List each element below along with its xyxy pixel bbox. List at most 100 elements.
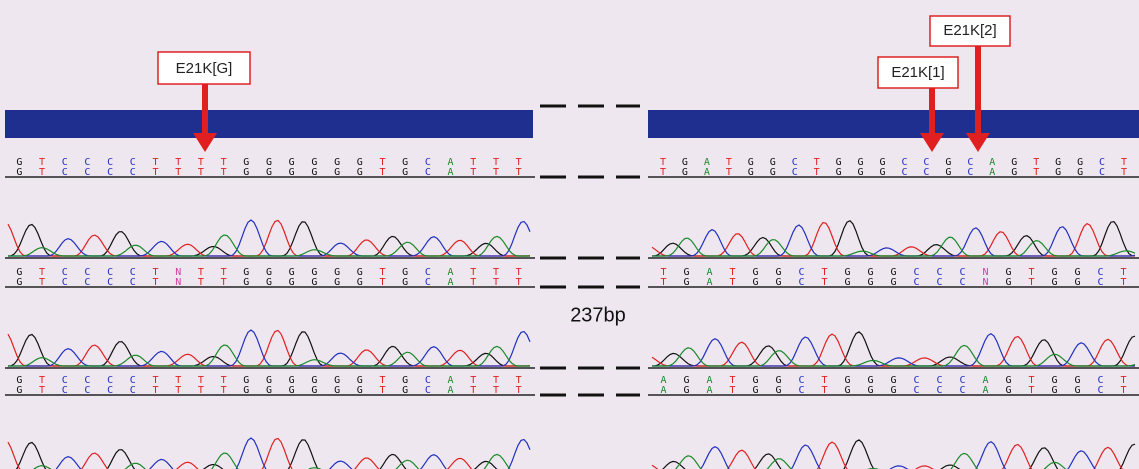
base-call-echo: G xyxy=(243,277,249,288)
base-call-echo: T xyxy=(1033,167,1039,178)
base-call-echo: G xyxy=(334,277,340,288)
base-call-echo: T xyxy=(516,277,522,288)
arrow-head xyxy=(193,133,217,152)
base-call-echo: G xyxy=(1074,277,1080,288)
base-call-echo: T xyxy=(516,385,522,396)
chromatogram-trace xyxy=(652,332,1135,366)
base-call-echo: C xyxy=(107,385,113,396)
base-call-echo: T xyxy=(493,385,499,396)
base-call-echo: T xyxy=(516,167,522,178)
base-call-echo: T xyxy=(175,167,181,178)
base-call-echo: G xyxy=(1074,385,1080,396)
base-call-echo: C xyxy=(425,385,431,396)
base-call-echo: T xyxy=(1120,385,1126,396)
base-call-echo: T xyxy=(1028,385,1034,396)
base-call-echo: C xyxy=(792,167,798,178)
base-call-echo: G xyxy=(289,277,295,288)
base-call-echo: C xyxy=(84,385,90,396)
base-call-echo: G xyxy=(752,277,758,288)
base-call-echo: C xyxy=(107,277,113,288)
base-call-echo: G xyxy=(357,277,363,288)
base-call-echo: G xyxy=(770,167,776,178)
base-call-echo: G xyxy=(16,167,22,178)
chromatogram-trace xyxy=(652,345,1135,366)
base-call-echo: G xyxy=(1005,277,1011,288)
base-call-echo: C xyxy=(62,167,68,178)
base-call-echo: G xyxy=(266,385,272,396)
base-call-echo: G xyxy=(1051,277,1057,288)
base-call-echo: T xyxy=(198,277,204,288)
base-call-echo: G xyxy=(1011,167,1017,178)
base-call-echo: G xyxy=(311,385,317,396)
chromatogram-trace xyxy=(652,237,1135,256)
base-call-echo: G xyxy=(289,385,295,396)
base-call-echo: A xyxy=(448,167,454,178)
base-call-echo: C xyxy=(936,385,942,396)
base-call-echo: G xyxy=(334,385,340,396)
base-call-echo: G xyxy=(836,167,842,178)
base-call-echo: G xyxy=(266,277,272,288)
base-call-echo: G xyxy=(858,167,864,178)
base-call-echo: T xyxy=(1028,277,1034,288)
base-call-echo: C xyxy=(130,167,136,178)
base-call-echo: G xyxy=(945,167,951,178)
variant-label: E21K[1] xyxy=(891,64,944,81)
base-call-echo: G xyxy=(16,385,22,396)
base-call-echo: T xyxy=(221,385,227,396)
base-call-echo: T xyxy=(175,385,181,396)
base-call-echo: T xyxy=(726,167,732,178)
base-call-echo: A xyxy=(706,277,712,288)
base-call-echo: T xyxy=(470,167,476,178)
base-call-echo: C xyxy=(62,385,68,396)
base-call-echo: G xyxy=(334,167,340,178)
base-call-echo: C xyxy=(84,167,90,178)
base-call-echo: T xyxy=(39,167,45,178)
base-call-echo: G xyxy=(243,167,249,178)
base-call-echo: G xyxy=(867,277,873,288)
chromatogram-trace xyxy=(8,222,530,256)
base-call-echo: C xyxy=(923,167,929,178)
base-call-echo: A xyxy=(982,385,988,396)
base-call-echo: T xyxy=(470,385,476,396)
arrow-head xyxy=(966,133,990,152)
variant-label: E21K[G] xyxy=(176,60,233,77)
figure: E21K[G] E21K[1] E21K[2] 237bp GGTTCCCCCC… xyxy=(0,0,1139,469)
base-call-echo: G xyxy=(890,277,896,288)
base-call-echo: T xyxy=(470,277,476,288)
base-call-echo: G xyxy=(775,385,781,396)
base-call-echo: A xyxy=(660,385,666,396)
base-call-echo: A xyxy=(989,167,995,178)
base-call-echo: T xyxy=(660,167,666,178)
base-call-echo: T xyxy=(729,385,735,396)
base-call-echo: C xyxy=(130,385,136,396)
base-call-echo: T xyxy=(379,277,385,288)
base-call-echo: G xyxy=(402,277,408,288)
base-call-echo: G xyxy=(1005,385,1011,396)
base-call-echo: G xyxy=(311,277,317,288)
base-call-echo: T xyxy=(1121,167,1127,178)
base-call-echo: G xyxy=(1051,385,1057,396)
base-call-echo: C xyxy=(913,385,919,396)
base-call-echo: T xyxy=(39,277,45,288)
base-call-echo: T xyxy=(814,167,820,178)
base-call-echo: G xyxy=(402,385,408,396)
chromatogram-trace xyxy=(8,438,530,469)
base-call-echo: C xyxy=(798,277,804,288)
base-call-echo: G xyxy=(682,167,688,178)
chromatogram-trace xyxy=(8,330,530,366)
base-call-echo: T xyxy=(379,385,385,396)
base-call-echo: C xyxy=(901,167,907,178)
base-call-echo: C xyxy=(425,277,431,288)
base-call-echo: T xyxy=(821,385,827,396)
chromatogram-trace xyxy=(652,334,1135,366)
base-call-echo: G xyxy=(311,167,317,178)
base-call-echo: T xyxy=(198,385,204,396)
base-call-echo: T xyxy=(39,385,45,396)
base-call-echo: C xyxy=(84,277,90,288)
gap-length: 237bp xyxy=(570,304,626,326)
base-call-echo: G xyxy=(266,167,272,178)
chromatogram-trace xyxy=(8,332,530,366)
base-call-echo: T xyxy=(1120,277,1126,288)
chromatogram-trace xyxy=(652,442,1135,469)
chromatogram-trace xyxy=(8,330,530,366)
